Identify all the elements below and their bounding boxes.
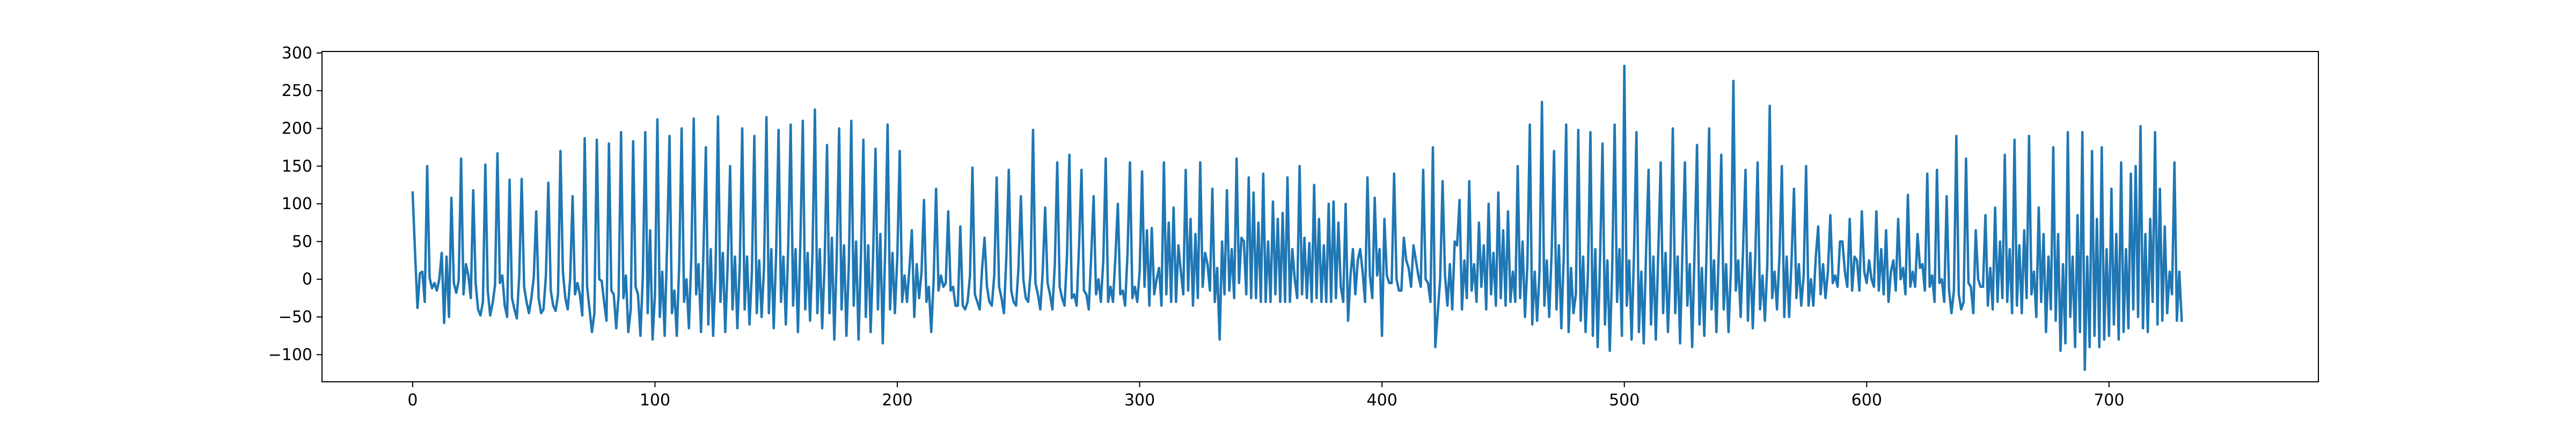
y-tick-label: −50 xyxy=(279,308,312,327)
y-tick-label: 100 xyxy=(282,195,312,213)
x-tick-label: 0 xyxy=(407,391,418,410)
x-tick-label: 600 xyxy=(1851,391,1882,410)
y-tick-label: −100 xyxy=(268,345,312,364)
plot-frame xyxy=(321,51,2319,382)
y-tick-label: 300 xyxy=(282,44,312,63)
y-tick-label: 250 xyxy=(282,82,312,100)
series-line-0 xyxy=(411,64,2183,371)
x-tick-label: 300 xyxy=(1124,391,1155,410)
x-axis: 0 100 200 300 400 500 600 700 xyxy=(407,382,2124,410)
y-tick-label: 200 xyxy=(282,119,312,138)
x-tick-label: 200 xyxy=(882,391,912,410)
y-axis: −100 −50 0 50 100 150 200 250 300 xyxy=(268,44,322,364)
y-tick-label: 0 xyxy=(302,270,312,289)
x-tick-label: 100 xyxy=(640,391,670,410)
x-tick-label: 500 xyxy=(1609,391,1640,410)
x-tick-label: 700 xyxy=(2094,391,2124,410)
x-tick-label: 400 xyxy=(1367,391,1397,410)
y-tick-label: 50 xyxy=(292,232,312,251)
plot-area xyxy=(411,64,2183,371)
y-tick-label: 150 xyxy=(282,157,312,176)
